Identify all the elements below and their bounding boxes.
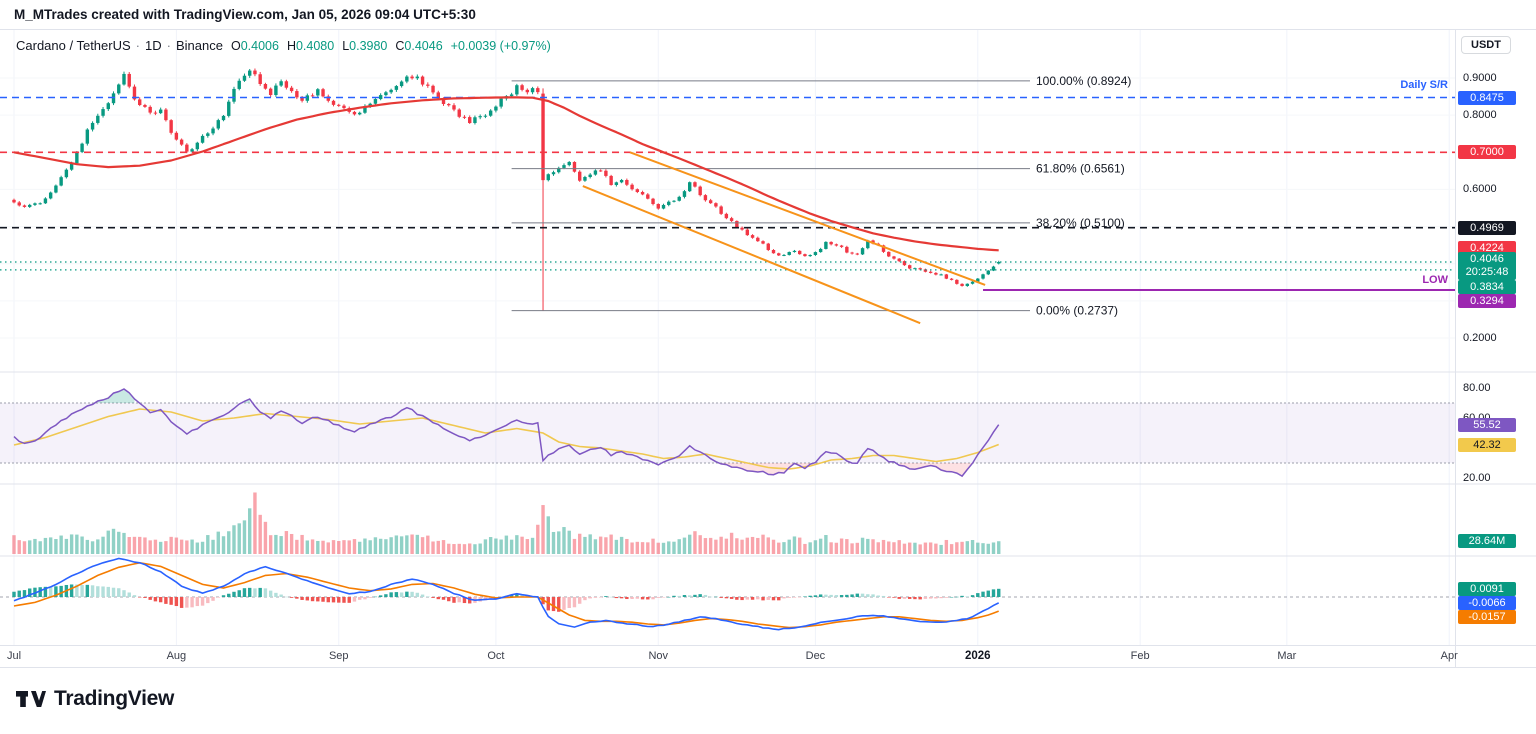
month-label: Dec	[805, 650, 826, 662]
price-level-badge: 0.4969	[1458, 220, 1516, 235]
pane-dividers	[0, 30, 1536, 645]
symbol-legend: Cardano / TetherUS · 1D · Binance O0.4006 H0.4…	[16, 38, 551, 53]
change-value: +0.0039 (+0.97%)	[450, 39, 551, 53]
month-label: Feb	[1130, 650, 1150, 662]
volume-pane[interactable]	[12, 492, 1001, 554]
price-level-badge: 0.8475	[1458, 90, 1516, 105]
price-axis-label: 0.8000	[1463, 109, 1497, 122]
macd-pane[interactable]	[0, 557, 1455, 631]
macd-value-badge: -0.0066	[1458, 595, 1516, 610]
price-axis[interactable]: USDT 0.90000.80000.60000.200080.0060.002…	[1455, 30, 1536, 645]
candlestick-series[interactable]	[12, 68, 1001, 311]
price-axis-label: 0.9000	[1463, 72, 1497, 84]
open-label: O	[230, 39, 241, 53]
price-level-badge: 0.4224	[1458, 241, 1516, 255]
fib-level-label: 100.00% (0.8924)	[1036, 74, 1131, 88]
rsi-pane[interactable]	[0, 388, 1455, 478]
month-label: Jul	[6, 650, 22, 662]
month-label: Mar	[1277, 650, 1297, 662]
fib-level-label: 61.80% (0.6561)	[1036, 162, 1125, 176]
footer: TradingView	[0, 668, 1536, 734]
gridlines	[0, 30, 1455, 645]
macd-hist-badge: 0.0091	[1458, 581, 1516, 596]
tradingview-logo[interactable]: TradingView	[14, 686, 174, 712]
close-value: 0.4046	[404, 39, 443, 53]
high-value: 0.4080	[295, 39, 335, 53]
separator: ·	[166, 38, 171, 53]
exchange-label[interactable]: Binance	[175, 38, 223, 53]
high-label: H	[286, 39, 296, 53]
rsi-axis-label: 80.00	[1463, 382, 1491, 394]
symbol-title[interactable]: Cardano / TetherUS	[16, 38, 131, 53]
last-price-badge: 0.4046 20:25:48	[1458, 252, 1516, 280]
low-label: L	[342, 39, 350, 53]
chart-area[interactable]: 100.00% (0.8924) 61.80% (0.6561) 38.20% (0…	[0, 30, 1536, 668]
month-label: 2026	[964, 650, 991, 662]
sr-lines[interactable]	[0, 96, 1455, 291]
rsi-ma-value-badge: 42.32	[1458, 437, 1516, 452]
fib-level-label: 0.00% (0.2737)	[1036, 304, 1118, 318]
price-axis-label: 0.2000	[1463, 332, 1497, 344]
month-label: Sep	[328, 650, 349, 662]
chart-canvas[interactable]: 100.00% (0.8924) 61.80% (0.6561) 38.20% (0…	[0, 30, 1536, 645]
axis-divider	[1455, 646, 1456, 667]
time-axis[interactable]: Jul Aug Sep Oct Nov Dec 2026 Feb Mar Apr	[0, 645, 1536, 668]
price-level-badge: 0.3834	[1458, 280, 1516, 294]
volume-value-badge: 28.64M	[1458, 534, 1516, 549]
ma-red-line[interactable]	[13, 96, 999, 252]
fib-retracement-drawing[interactable]: 100.00% (0.8924) 61.80% (0.6561) 38.20% (0…	[511, 74, 1132, 318]
month-label: Apr	[1440, 650, 1458, 662]
currency-toggle[interactable]: USDT	[1461, 36, 1511, 54]
month-label: Nov	[648, 650, 669, 662]
open-value: 0.4006	[240, 39, 279, 53]
macd-signal-badge: -0.0157	[1458, 610, 1516, 624]
price-axis-label: 0.6000	[1463, 183, 1497, 196]
rsi-axis-label: 20.00	[1463, 472, 1491, 484]
low-label[interactable]: LOW	[1422, 274, 1448, 286]
tradingview-logo-icon	[16, 691, 46, 707]
daily-sr-label[interactable]: Daily S/R	[1400, 79, 1448, 91]
bar-countdown: 20:25:48	[1465, 266, 1509, 278]
price-level-badge: 0.7000	[1458, 145, 1516, 160]
month-label: Oct	[487, 650, 505, 662]
close-label: C	[395, 39, 405, 53]
low-value: 0.3980	[349, 39, 388, 53]
month-label: Aug	[166, 650, 187, 662]
fib-level-label: 38.20% (0.5100)	[1036, 216, 1125, 230]
trend-channel-drawing[interactable]	[582, 151, 986, 325]
attribution-text: M_MTrades created with TradingView.com, …	[0, 0, 1536, 30]
rsi-value-badge: 55.52	[1458, 417, 1516, 432]
price-level-badge: 0.3294	[1458, 294, 1516, 308]
separator: ·	[135, 38, 141, 53]
brand-name: TradingView	[54, 687, 175, 710]
interval-label[interactable]: 1D	[145, 38, 162, 53]
